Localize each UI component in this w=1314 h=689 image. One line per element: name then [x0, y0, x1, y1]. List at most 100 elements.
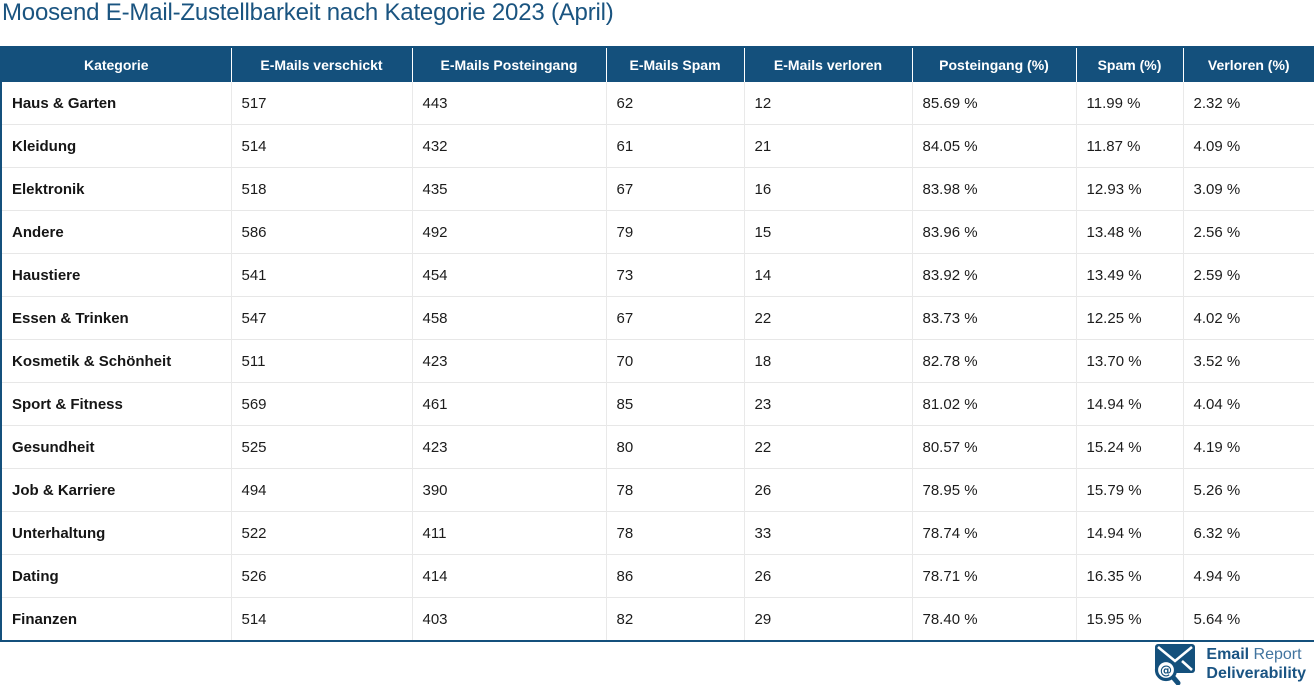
- value-cell: 62: [606, 82, 745, 125]
- value-cell: 541: [231, 253, 413, 297]
- table-row: Haus & Garten 517 443 62 12 85.69 % 11.99 % 2.3…: [1, 82, 1314, 125]
- value-cell: 4.94 %: [1183, 554, 1314, 598]
- value-cell: 85.69 %: [912, 82, 1077, 125]
- value-cell: 5.26 %: [1183, 468, 1314, 512]
- value-cell: 403: [412, 597, 607, 641]
- value-cell: 522: [231, 511, 413, 555]
- value-cell: 569: [231, 382, 413, 426]
- value-cell: 15.79 %: [1076, 468, 1184, 512]
- column-header: E-Mails Posteingang: [412, 47, 607, 82]
- value-cell: 2.56 %: [1183, 210, 1314, 254]
- table-body: Haus & Garten 517 443 62 12 85.69 % 11.99 % 2.3…: [1, 82, 1314, 641]
- value-cell: 11.99 %: [1076, 82, 1184, 125]
- value-cell: 15.24 %: [1076, 425, 1184, 469]
- value-cell: 29: [744, 597, 913, 641]
- table-row: Sport & Fitness 569 461 85 23 81.02 % 14.94 % 4…: [1, 382, 1314, 426]
- logo-word-report: Report: [1253, 646, 1302, 663]
- value-cell: 2.59 %: [1183, 253, 1314, 297]
- value-cell: 2.32 %: [1183, 82, 1314, 125]
- value-cell: 70: [606, 339, 745, 383]
- logo-word-deliverability: Deliverability: [1206, 665, 1306, 682]
- value-cell: 82: [606, 597, 745, 641]
- category-cell: Kosmetik & Schönheit: [1, 339, 232, 383]
- value-cell: 15: [744, 210, 913, 254]
- value-cell: 26: [744, 468, 913, 512]
- table-row: Dating 526 414 86 26 78.71 % 16.35 % 4.94 %: [1, 554, 1314, 598]
- value-cell: 6.32 %: [1183, 511, 1314, 555]
- column-header: Posteingang (%): [912, 47, 1077, 82]
- column-header: E-Mails verloren: [744, 47, 913, 82]
- value-cell: 511: [231, 339, 413, 383]
- value-cell: 492: [412, 210, 607, 254]
- value-cell: 525: [231, 425, 413, 469]
- value-cell: 67: [606, 296, 745, 340]
- value-cell: 526: [231, 554, 413, 598]
- value-cell: 5.64 %: [1183, 597, 1314, 641]
- email-deliverability-report-logo: @ Email Report Deliverability: [1152, 643, 1306, 685]
- value-cell: 547: [231, 296, 413, 340]
- table-row: Elektronik 518 435 67 16 83.98 % 12.93 % 3.09 %: [1, 167, 1314, 211]
- table-row: Finanzen 514 403 82 29 78.40 % 15.95 % 5.64 %: [1, 597, 1314, 641]
- value-cell: 14.94 %: [1076, 511, 1184, 555]
- value-cell: 454: [412, 253, 607, 297]
- category-cell: Unterhaltung: [1, 511, 232, 555]
- value-cell: 78.95 %: [912, 468, 1077, 512]
- category-cell: Job & Karriere: [1, 468, 232, 512]
- value-cell: 82.78 %: [912, 339, 1077, 383]
- table-row: Kosmetik & Schönheit 511 423 70 18 82.78 % 13.…: [1, 339, 1314, 383]
- category-cell: Haus & Garten: [1, 82, 232, 125]
- value-cell: 423: [412, 425, 607, 469]
- value-cell: 12.93 %: [1076, 167, 1184, 211]
- category-cell: Dating: [1, 554, 232, 598]
- column-header: E-Mails verschickt: [231, 47, 413, 82]
- value-cell: 79: [606, 210, 745, 254]
- category-cell: Gesundheit: [1, 425, 232, 469]
- value-cell: 23: [744, 382, 913, 426]
- value-cell: 73: [606, 253, 745, 297]
- value-cell: 61: [606, 124, 745, 168]
- logo-text: Email Report Deliverability: [1206, 645, 1306, 683]
- value-cell: 4.19 %: [1183, 425, 1314, 469]
- header-row: Kategorie E-Mails verschickt E-Mails Poste…: [1, 47, 1314, 82]
- value-cell: 18: [744, 339, 913, 383]
- category-cell: Elektronik: [1, 167, 232, 211]
- value-cell: 12: [744, 82, 913, 125]
- table-row: Andere 586 492 79 15 83.96 % 13.48 % 2.56 %: [1, 210, 1314, 254]
- column-header: Verloren (%): [1183, 47, 1314, 82]
- value-cell: 86: [606, 554, 745, 598]
- logo-word-email: Email: [1206, 646, 1250, 663]
- value-cell: 80.57 %: [912, 425, 1077, 469]
- table-header: Kategorie E-Mails verschickt E-Mails Poste…: [1, 47, 1314, 82]
- svg-text:@: @: [1160, 664, 1172, 678]
- value-cell: 13.49 %: [1076, 253, 1184, 297]
- category-cell: Essen & Trinken: [1, 296, 232, 340]
- value-cell: 494: [231, 468, 413, 512]
- value-cell: 586: [231, 210, 413, 254]
- value-cell: 85: [606, 382, 745, 426]
- value-cell: 83.98 %: [912, 167, 1077, 211]
- column-header: Spam (%): [1076, 47, 1184, 82]
- table-row: Gesundheit 525 423 80 22 80.57 % 15.24 % 4.19 %: [1, 425, 1314, 469]
- value-cell: 16.35 %: [1076, 554, 1184, 598]
- value-cell: 423: [412, 339, 607, 383]
- value-cell: 4.09 %: [1183, 124, 1314, 168]
- value-cell: 22: [744, 425, 913, 469]
- category-cell: Haustiere: [1, 253, 232, 297]
- value-cell: 414: [412, 554, 607, 598]
- value-cell: 78.71 %: [912, 554, 1077, 598]
- value-cell: 514: [231, 597, 413, 641]
- value-cell: 33: [744, 511, 913, 555]
- value-cell: 78.74 %: [912, 511, 1077, 555]
- value-cell: 461: [412, 382, 607, 426]
- value-cell: 390: [412, 468, 607, 512]
- table-row: Unterhaltung 522 411 78 33 78.74 % 14.94 % 6.32…: [1, 511, 1314, 555]
- category-cell: Andere: [1, 210, 232, 254]
- value-cell: 458: [412, 296, 607, 340]
- table-row: Haustiere 541 454 73 14 83.92 % 13.49 % 2.59 %: [1, 253, 1314, 297]
- value-cell: 11.87 %: [1076, 124, 1184, 168]
- value-cell: 15.95 %: [1076, 597, 1184, 641]
- category-cell: Kleidung: [1, 124, 232, 168]
- value-cell: 518: [231, 167, 413, 211]
- value-cell: 14: [744, 253, 913, 297]
- column-header: E-Mails Spam: [606, 47, 745, 82]
